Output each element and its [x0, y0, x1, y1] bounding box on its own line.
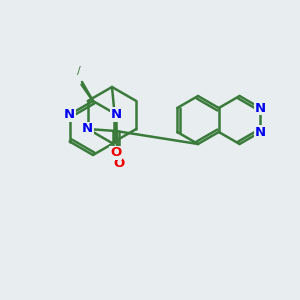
Text: N: N — [111, 108, 122, 121]
Text: O: O — [114, 157, 125, 170]
Text: N: N — [64, 108, 75, 121]
Text: N: N — [255, 125, 266, 139]
Text: /: / — [77, 66, 81, 76]
Text: N: N — [82, 122, 93, 136]
Text: N: N — [255, 101, 266, 115]
Text: O: O — [110, 146, 122, 160]
